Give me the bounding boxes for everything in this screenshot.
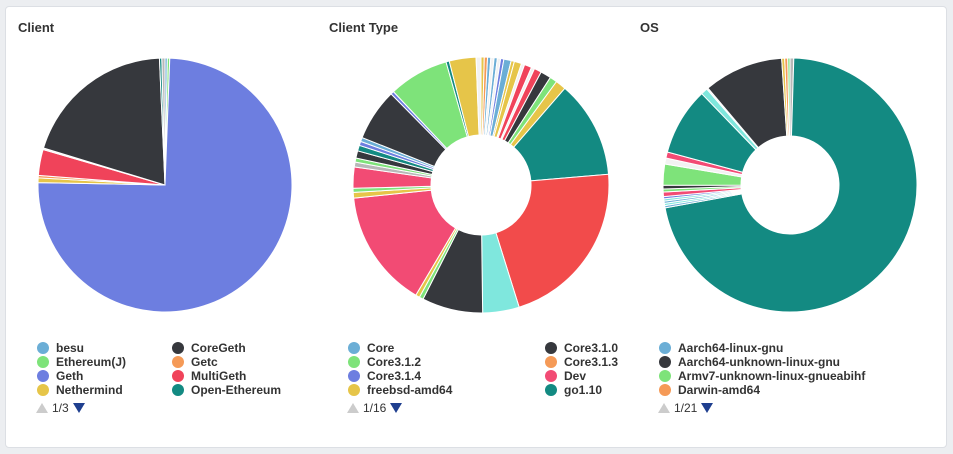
legend-item[interactable]: Getc	[172, 355, 218, 369]
legend-item[interactable]: Dev	[545, 369, 586, 383]
legend-item[interactable]: besu	[37, 341, 84, 355]
legend-label: Nethermind	[56, 383, 123, 397]
legend-label: Aarch64-unknown-linux-gnu	[678, 355, 840, 369]
legend-swatch-icon	[37, 342, 49, 354]
client-slice[interactable]	[161, 57, 166, 186]
legend-next-icon[interactable]	[390, 403, 403, 413]
legend-next-icon[interactable]	[701, 403, 714, 413]
legend-item[interactable]: Core3.1.0	[545, 341, 618, 355]
legend-swatch-icon	[37, 356, 49, 368]
client-type-slice[interactable]	[475, 56, 482, 136]
legend-item[interactable]: Core3.1.3	[545, 355, 618, 369]
client-type-slice[interactable]	[353, 189, 457, 296]
os-slice[interactable]	[787, 57, 791, 137]
legend-item[interactable]: freebsd-amd64	[348, 383, 452, 397]
client-type-chart-panel: Client Type Core Core3.1.0 Core3.1.2 Core3.…	[317, 7, 618, 447]
legend-label: CoreGeth	[191, 341, 246, 355]
os-legend: Aarch64-linux-gnu Aarch64-unknown-linux-g…	[659, 341, 953, 397]
legend-item[interactable]: Nethermind	[37, 383, 123, 397]
legend-item[interactable]: Darwin-amd64	[659, 383, 760, 397]
legend-item[interactable]: Open-Ethereum	[172, 383, 281, 397]
legend-item[interactable]: Core3.1.2	[348, 355, 421, 369]
legend-swatch-icon	[37, 384, 49, 396]
client-chart-title: Client	[18, 20, 55, 35]
legend-prev-icon[interactable]	[658, 403, 670, 413]
legend-item[interactable]: Core3.1.4	[348, 369, 421, 383]
legend-next-icon[interactable]	[72, 403, 85, 413]
legend-label: Open-Ethereum	[191, 383, 282, 397]
legend-label: go1.10	[564, 383, 603, 397]
legend-page-indicator: 1/3	[52, 401, 69, 415]
legend-label: Core3.1.4	[367, 369, 422, 383]
client-type-legend: Core Core3.1.0 Core3.1.2 Core3.1.3 Core3.1.4…	[348, 341, 908, 397]
legend-page-indicator: 1/16	[363, 401, 387, 415]
legend-swatch-icon	[348, 356, 360, 368]
client-pie-chart	[37, 57, 293, 313]
legend-prev-icon[interactable]	[347, 403, 359, 413]
os-slice[interactable]	[664, 57, 918, 313]
client-type-chart-title: Client Type	[329, 20, 399, 35]
legend-swatch-icon	[659, 356, 671, 368]
legend-label: Geth	[56, 369, 84, 383]
legend-item[interactable]: Core	[348, 341, 394, 355]
legend-item[interactable]: MultiGeth	[172, 369, 246, 383]
os-chart-title: OS	[640, 20, 659, 35]
legend-swatch-icon	[348, 342, 360, 354]
client-slice[interactable]	[42, 57, 166, 186]
legend-swatch-icon	[545, 384, 557, 396]
legend-swatch-icon	[659, 342, 671, 354]
legend-swatch-icon	[545, 356, 557, 368]
legend-swatch-icon	[659, 384, 671, 396]
legend-label: Armv7-unknown-linux-gnueabihf	[678, 369, 866, 383]
legend-page-indicator: 1/21	[674, 401, 698, 415]
legend-swatch-icon	[172, 342, 184, 354]
legend-swatch-icon	[348, 384, 360, 396]
legend-item[interactable]: CoreGeth	[172, 341, 246, 355]
legend-item[interactable]: Armv7-unknown-linux-gnueabihf	[659, 369, 865, 383]
legend-label: Dev	[564, 369, 587, 383]
os-chart-panel: OS Aarch64-linux-gnu Aarch64-unknown-linu…	[628, 7, 928, 447]
legend-swatch-icon	[172, 370, 184, 382]
legend-item[interactable]: Aarch64-linux-gnu	[659, 341, 783, 355]
client-type-legend-pager: 1/16	[347, 401, 403, 415]
dashboard-card: Client besu CoreGeth Ethereum(J) Getc Geth Mu…	[5, 6, 947, 448]
legend-swatch-icon	[659, 370, 671, 382]
client-chart-panel: Client besu CoreGeth Ethereum(J) Getc Geth Mu…	[6, 7, 306, 447]
legend-label: Core3.1.0	[564, 341, 619, 355]
legend-prev-icon[interactable]	[36, 403, 48, 413]
legend-swatch-icon	[348, 370, 360, 382]
legend-swatch-icon	[37, 370, 49, 382]
client-legend: besu CoreGeth Ethereum(J) Getc Geth MultiGeth…	[37, 341, 597, 397]
legend-swatch-icon	[545, 342, 557, 354]
client-type-slice[interactable]	[495, 173, 610, 308]
legend-label: besu	[56, 341, 85, 355]
legend-label: Aarch64-linux-gnu	[678, 341, 784, 355]
legend-label: Ethereum(J)	[56, 355, 127, 369]
client-type-donut-chart	[352, 56, 610, 314]
legend-label: Core3.1.2	[367, 355, 422, 369]
legend-label: Core	[367, 341, 395, 355]
legend-swatch-icon	[172, 356, 184, 368]
legend-item[interactable]: Ethereum(J)	[37, 355, 126, 369]
legend-swatch-icon	[545, 370, 557, 382]
legend-label: MultiGeth	[191, 369, 247, 383]
client-legend-pager: 1/3	[36, 401, 85, 415]
os-donut-chart	[662, 57, 918, 313]
legend-swatch-icon	[172, 384, 184, 396]
os-legend-pager: 1/21	[658, 401, 714, 415]
legend-item[interactable]: Aarch64-unknown-linux-gnu	[659, 355, 840, 369]
legend-label: Getc	[191, 355, 218, 369]
legend-label: freebsd-amd64	[367, 383, 453, 397]
legend-label: Darwin-amd64	[678, 383, 761, 397]
legend-item[interactable]: go1.10	[545, 383, 602, 397]
legend-item[interactable]: Geth	[37, 369, 83, 383]
legend-label: Core3.1.3	[564, 355, 619, 369]
